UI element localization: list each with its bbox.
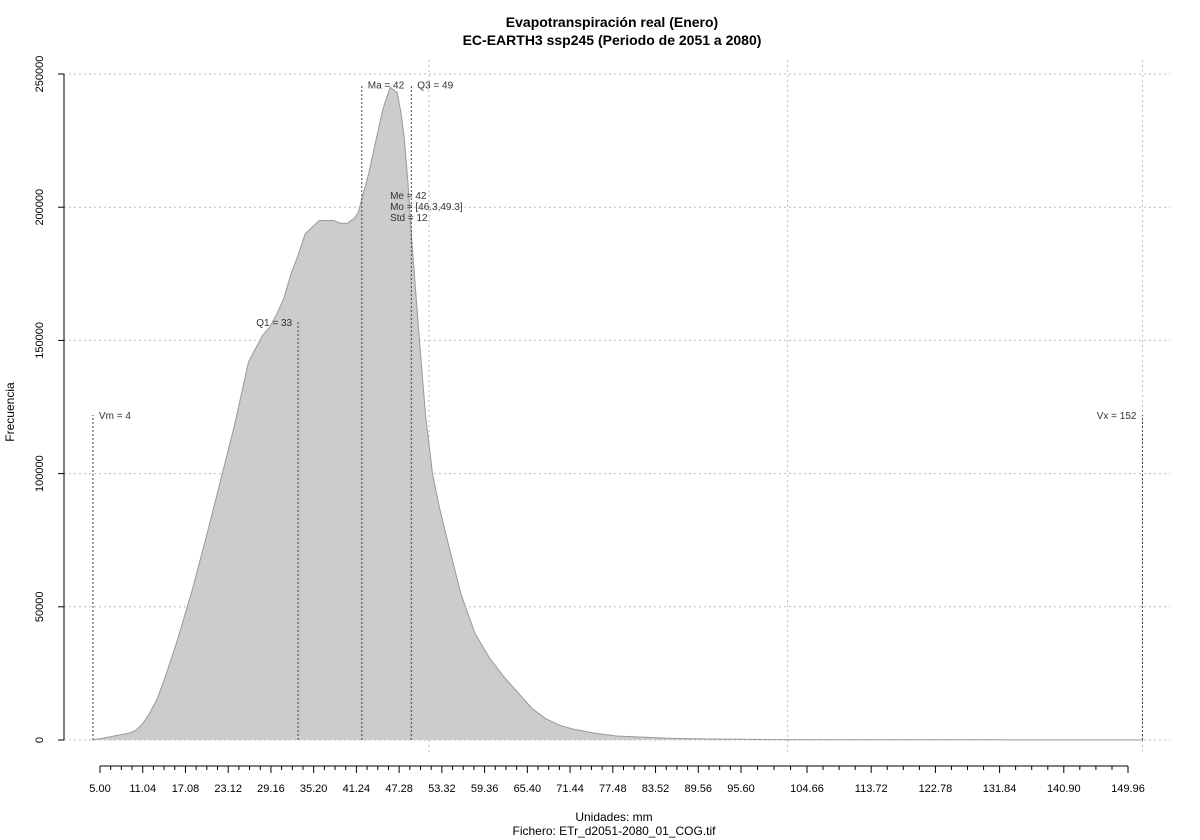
y-tick-label: 150000 — [34, 322, 46, 359]
stats-line: Std = 12 — [390, 213, 428, 224]
y-tick-label: 200000 — [34, 189, 46, 226]
x-tick-label: 65.40 — [514, 783, 542, 795]
x-tick-label: 17.08 — [172, 783, 200, 795]
density-fill — [92, 87, 1143, 741]
stat-label-ma: Ma = 42 — [368, 81, 405, 92]
y-tick-label: 250000 — [34, 56, 46, 93]
density-outline — [92, 86, 1143, 741]
chart-subtitle: EC-EARTH3 ssp245 (Periodo de 2051 a 2080… — [463, 32, 762, 48]
x-tick-label: 23.12 — [214, 783, 242, 795]
x-tick-label: 47.28 — [385, 783, 413, 795]
x-tick-label: 95.60 — [727, 783, 755, 795]
y-tick-label: 50000 — [34, 592, 46, 623]
x-tick-label: 131.84 — [983, 783, 1017, 795]
x-tick-label: 71.44 — [556, 783, 584, 795]
x-tick-label: 140.90 — [1047, 783, 1081, 795]
x-axis-label: Unidades: mm — [575, 810, 652, 824]
x-tick-label: 89.56 — [685, 783, 713, 795]
x-tick-label: 5.00 — [89, 783, 110, 795]
y-axis-label: Frecuencia — [3, 382, 17, 442]
x-tick-label: 53.32 — [428, 783, 456, 795]
x-tick-label: 35.20 — [300, 783, 328, 795]
statistic-lines: Vm = 4 Q1 = 33 Ma = 42 Q3 = 49 Vx = 152 — [92, 81, 1143, 740]
x-tick-label: 104.66 — [790, 783, 824, 795]
x-tick-label: 149.96 — [1111, 783, 1145, 795]
y-axis: 0 50000 100000 150000 200000 250000 — [34, 56, 65, 743]
chart-title: Evapotranspiración real (Enero) — [506, 14, 718, 30]
density-area — [92, 86, 1143, 741]
y-tick-label: 0 — [34, 737, 46, 743]
x-axis: 5.00 11.04 17.08 23.12 29.16 35.20 41.24 47.28 5… — [89, 765, 1145, 795]
stats-line: Me = 42 — [390, 191, 427, 202]
stat-label-vx: Vx = 152 — [1097, 411, 1137, 422]
stat-label-q3: Q3 = 49 — [417, 81, 453, 92]
x-tick-label: 59.36 — [471, 783, 499, 795]
x-tick-label: 41.24 — [343, 783, 371, 795]
x-tick-label: 29.16 — [257, 783, 285, 795]
y-tick-label: 100000 — [34, 455, 46, 492]
file-caption: Fichero: ETr_d2051-2080_01_COG.tif — [513, 824, 717, 838]
x-tick-label: 11.04 — [129, 783, 156, 795]
x-tick-label: 77.48 — [599, 783, 627, 795]
stats-line: Mo = [46.3,49.3] — [390, 202, 463, 213]
stat-label-q1: Q1 = 33 — [256, 318, 292, 329]
x-tick-label: 83.52 — [642, 783, 670, 795]
stat-label-vm: Vm = 4 — [99, 411, 131, 422]
x-tick-label: 113.72 — [855, 783, 888, 795]
x-tick-label: 122.78 — [919, 783, 953, 795]
